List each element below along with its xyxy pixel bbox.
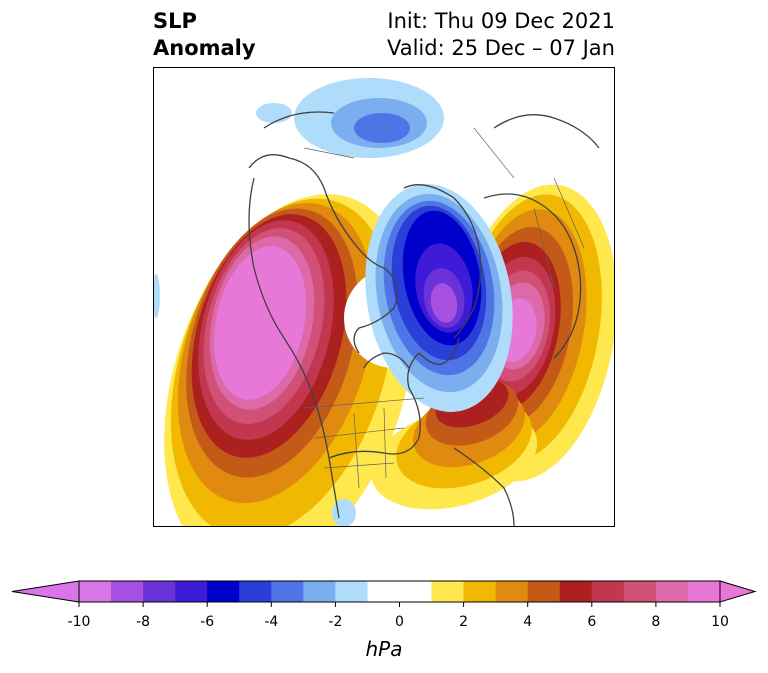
colorbar-segment xyxy=(303,581,336,602)
colorbar-tick-label: -10 xyxy=(67,614,91,630)
colorbar-segment xyxy=(527,581,561,602)
borders xyxy=(303,127,585,489)
colorbar-tick-label: 6 xyxy=(587,614,597,630)
forecast-dates: Init: Thu 09 Dec 2021 Valid: 25 Dec – 07… xyxy=(153,8,615,62)
slp-anomaly-map xyxy=(153,67,615,527)
colorbar-segment xyxy=(239,581,272,602)
colorbar-segment xyxy=(687,581,721,602)
colorbar-segment xyxy=(271,581,304,602)
colorbar-extend-max xyxy=(719,580,757,603)
title-line-2: Anomaly xyxy=(153,36,256,60)
colorbar-tick-label: 8 xyxy=(651,614,661,630)
colorbar-tick-label: -2 xyxy=(328,614,343,630)
colorbar-unit-label: hPa xyxy=(365,637,403,661)
colorbar-segment xyxy=(495,581,529,602)
map-canvas xyxy=(154,78,614,526)
anomaly-high-west xyxy=(164,194,414,526)
valid-period: Valid: 25 Dec – 07 Jan xyxy=(386,36,615,60)
colorbar-segment xyxy=(463,581,497,602)
colorbar-segment xyxy=(623,581,657,602)
colorbar-segment xyxy=(111,581,144,602)
colorbar-segment xyxy=(207,581,240,602)
coastlines xyxy=(248,111,600,526)
colorbar-segment xyxy=(399,581,433,602)
colorbar-segment xyxy=(559,581,593,602)
anomaly-low-siberia xyxy=(154,78,444,526)
anomaly-high-atlantic xyxy=(370,378,538,510)
title-line-1: SLP xyxy=(153,9,197,33)
colorbar-segment xyxy=(335,581,368,602)
colorbar xyxy=(11,580,757,607)
colorbar-segment xyxy=(143,581,176,602)
init-date: Init: Thu 09 Dec 2021 xyxy=(387,9,615,33)
colorbar-extend-min xyxy=(11,580,80,603)
colorbar-tick-label: 0 xyxy=(395,614,404,630)
map-title: SLP Anomaly xyxy=(153,8,256,62)
colorbar-segment xyxy=(175,581,208,602)
colorbar-segment xyxy=(431,581,465,602)
colorbar-segment xyxy=(591,581,625,602)
colorbar-segment xyxy=(655,581,689,602)
colorbar-segment xyxy=(79,581,112,602)
colorbar-tick-label: 10 xyxy=(711,614,729,630)
colorbar-tick-label: -4 xyxy=(264,614,279,630)
colorbar-tick-label: 2 xyxy=(459,614,469,630)
colorbar-tick-label: -6 xyxy=(200,614,215,630)
colorbar-tick-label: 4 xyxy=(523,614,533,630)
colorbar-tick-label: -8 xyxy=(136,614,151,630)
colorbar-segment xyxy=(367,581,400,602)
anomaly-low-greenland xyxy=(365,184,513,412)
